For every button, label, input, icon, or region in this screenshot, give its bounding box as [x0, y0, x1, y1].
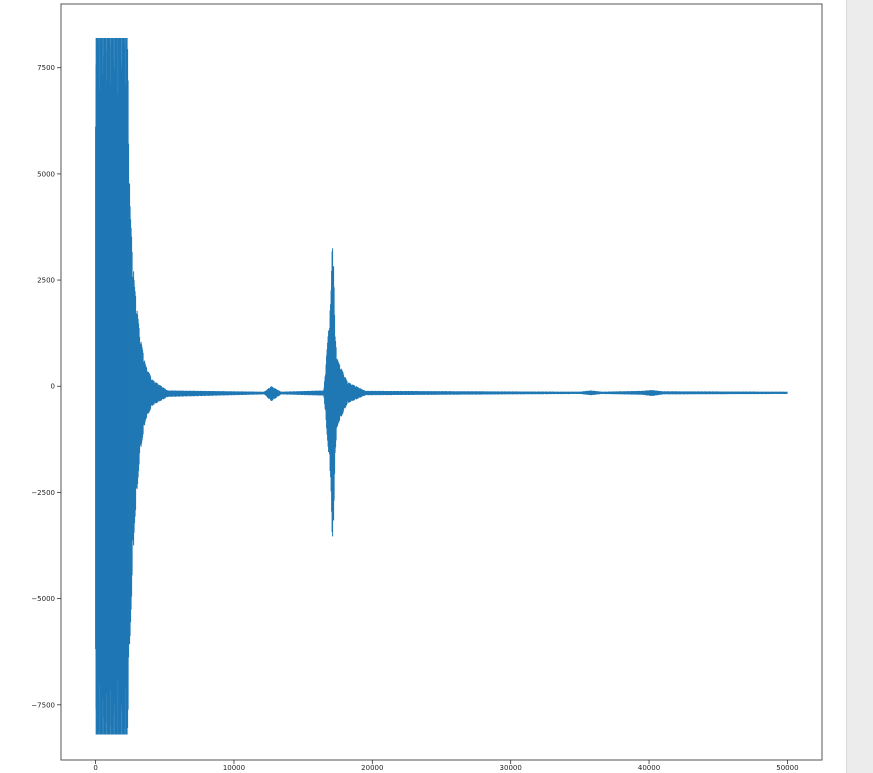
x-axis: 0 10000 20000 30000 40000 50000: [93, 760, 799, 772]
signal-line: [95, 37, 788, 735]
y-tick-label: 5000: [37, 170, 55, 178]
x-tick-label: 0: [93, 764, 97, 772]
y-axis: 7500 5000 2500 0 −2500 −5000 −7500: [31, 64, 61, 709]
signal-clipped-region: [95, 37, 128, 735]
x-tick-label: 10000: [223, 764, 245, 772]
y-tick-label: 2500: [37, 277, 55, 285]
scrollbar[interactable]: [846, 0, 873, 773]
x-tick-label: 30000: [500, 764, 522, 772]
y-tick-label: −7500: [31, 701, 55, 709]
x-tick-label: 40000: [638, 764, 660, 772]
plot-frame: [60, 3, 823, 761]
series-line: [95, 37, 788, 735]
x-tick-label: 20000: [361, 764, 383, 772]
y-tick-label: −2500: [31, 489, 55, 497]
x-tick-label: 50000: [776, 764, 798, 772]
y-tick-label: 0: [51, 383, 55, 391]
y-tick-label: −5000: [31, 595, 55, 603]
y-tick-label: 7500: [37, 64, 55, 72]
